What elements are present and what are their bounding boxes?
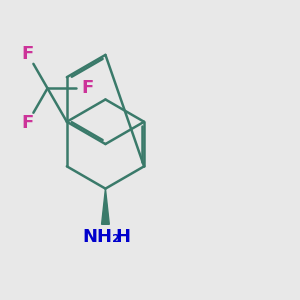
Text: H: H: [115, 228, 130, 246]
Text: NH₂: NH₂: [82, 228, 120, 246]
Text: F: F: [22, 113, 34, 131]
Text: F: F: [81, 79, 93, 97]
Polygon shape: [102, 189, 109, 224]
Text: F: F: [22, 45, 34, 63]
